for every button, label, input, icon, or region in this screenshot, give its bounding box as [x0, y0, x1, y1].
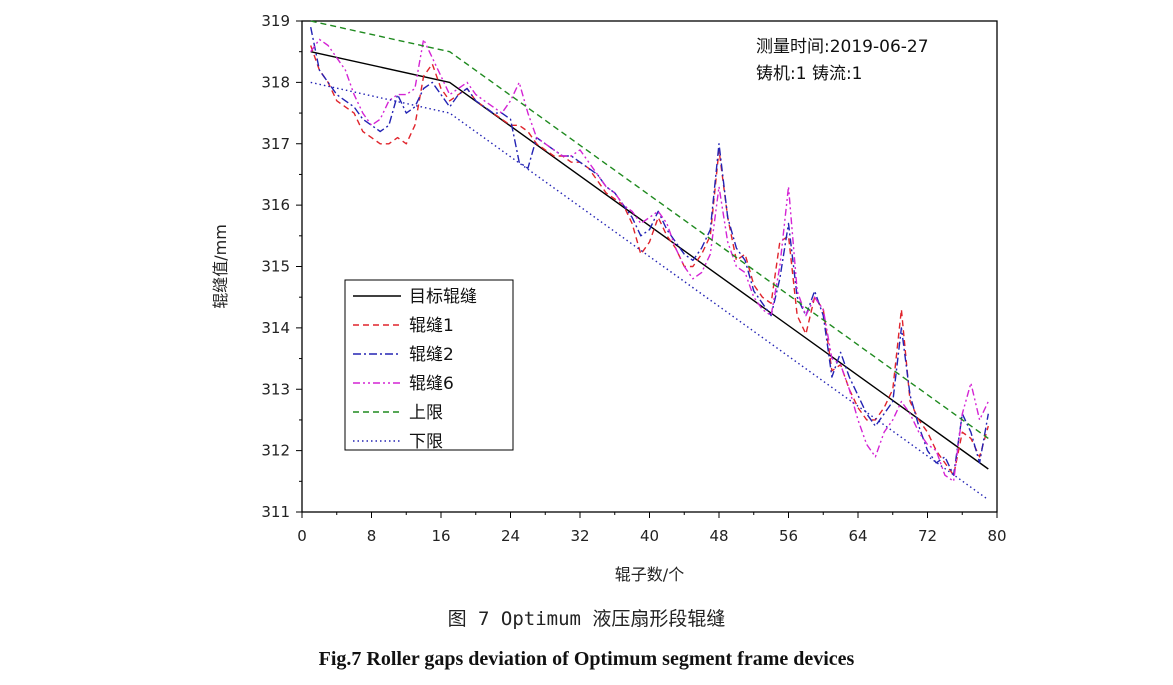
x-axis-label: 辊子数/个 — [615, 565, 684, 584]
series-line-3 — [310, 26, 989, 476]
legend-label: 下限 — [409, 432, 443, 452]
legend-label: 辊缝2 — [409, 345, 454, 365]
x-tick-label: 48 — [709, 527, 728, 545]
x-tick-label: 72 — [918, 527, 937, 545]
x-tick-label: 56 — [779, 527, 798, 545]
x-tick-label: 80 — [987, 527, 1006, 545]
legend-label: 目标辊缝 — [409, 287, 477, 307]
line-chart-svg: 0 8 16 24 32 40 48 56 64 72 80 311 312 313 314 315 316 31… — [211, 12, 1007, 584]
y-tick-label: 313 — [261, 380, 290, 398]
chart: 0 8 16 24 32 40 48 56 64 72 80 311 312 313 314 315 316 31… — [211, 12, 1007, 584]
y-tick-label: 312 — [261, 442, 290, 460]
series-line-2 — [310, 45, 989, 476]
legend-label: 辊缝1 — [409, 316, 454, 336]
x-tick-label: 16 — [431, 527, 450, 545]
series-line-5 — [310, 20, 989, 439]
x-tick-label: 24 — [501, 527, 520, 545]
annotation-text: 测量时间:2019-06-27 — [756, 37, 929, 57]
annotation-text: 铸机:1 铸流:1 — [756, 64, 863, 84]
y-tick-label: 319 — [261, 12, 290, 30]
x-tick-label: 8 — [367, 527, 377, 545]
legend-label: 辊缝6 — [409, 374, 454, 394]
y-tick-label: 318 — [261, 73, 290, 91]
y-axis-label: 辊缝值/mm — [211, 224, 230, 309]
x-tick-label: 0 — [297, 527, 307, 545]
y-tick-label: 314 — [261, 319, 290, 337]
y-tick-label: 317 — [261, 135, 290, 153]
figure-caption-chinese: 图 7 Optimum 液压扇形段辊缝 — [447, 608, 726, 630]
x-tick-label: 40 — [640, 527, 659, 545]
figure-caption-english: Fig.7 Roller gaps deviation of Optimum s… — [318, 648, 855, 670]
x-tick-label: 64 — [848, 527, 867, 545]
legend-box — [344, 279, 514, 451]
series-line-4 — [310, 38, 989, 482]
x-tick-label: 32 — [570, 527, 589, 545]
legend-label: 上限 — [409, 403, 443, 423]
y-tick-label: 316 — [261, 196, 290, 214]
y-tick-label: 311 — [261, 503, 290, 521]
y-tick-label: 315 — [261, 258, 290, 276]
series-line-1 — [310, 51, 989, 470]
